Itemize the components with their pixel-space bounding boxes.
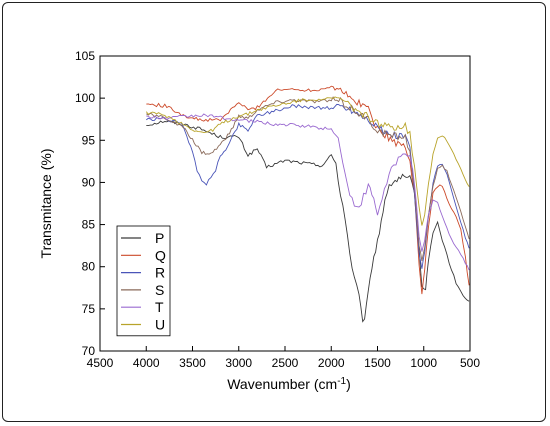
- y-tick-label: 90: [82, 175, 96, 189]
- legend-label-s: S: [155, 282, 164, 298]
- y-axis-title: Transmitance (%): [38, 149, 54, 259]
- series-layer: [145, 85, 470, 323]
- y-tick-label: 80: [82, 260, 96, 274]
- chart-frame: 4500 4000 3500 3000 2500 2000 1500 1000 500 70 75 8…: [2, 2, 546, 422]
- x-axis-title-main: Wavenumber (cm: [227, 376, 337, 392]
- x-tick-label: 1500: [364, 356, 391, 370]
- series-line-u: [145, 96, 470, 226]
- series-line-t: [146, 113, 470, 271]
- y-tick-label: 70: [82, 344, 96, 358]
- x-tick-label: 3000: [225, 356, 252, 370]
- legend-label-r: R: [155, 265, 165, 281]
- x-tick-label: 3500: [179, 356, 206, 370]
- x-axis-title: Wavenumber (cm-1): [227, 376, 351, 393]
- y-tick-label: 95: [82, 133, 96, 147]
- legend-label-q: Q: [155, 247, 166, 263]
- series-line-s: [146, 96, 470, 262]
- x-tick-label: 2000: [318, 356, 345, 370]
- series-line-q: [146, 85, 470, 295]
- x-axis-title-sup: -1: [337, 376, 346, 387]
- legend-label-t: T: [155, 299, 164, 315]
- y-tick-label: 100: [75, 91, 95, 105]
- x-tick-label: 2500: [272, 356, 299, 370]
- y-tick-label: 105: [75, 49, 95, 63]
- x-tick-label: 4000: [133, 356, 160, 370]
- x-tick-label: 1000: [410, 356, 437, 370]
- x-tick-label: 500: [460, 356, 480, 370]
- ticks-layer: 4500 4000 3500 3000 2500 2000 1500 1000 500 70 75 8…: [75, 49, 480, 370]
- chart-canvas: 4500 4000 3500 3000 2500 2000 1500 1000 500 70 75 8…: [38, 49, 480, 393]
- y-tick-label: 75: [82, 302, 96, 316]
- legend-label-p: P: [155, 230, 164, 246]
- x-axis-title-end: ): [346, 376, 351, 392]
- legend-box: [116, 225, 171, 337]
- y-tick-label: 85: [82, 218, 96, 232]
- series-line-p: [146, 120, 470, 323]
- x-tick-label: 4500: [87, 356, 114, 370]
- legend-label-u: U: [155, 317, 165, 333]
